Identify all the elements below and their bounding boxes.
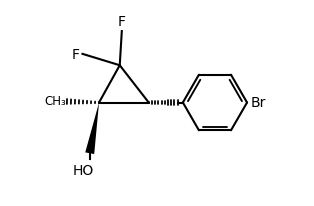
Text: CH₃: CH₃ xyxy=(44,95,66,107)
Text: F: F xyxy=(118,15,126,29)
Polygon shape xyxy=(85,103,99,154)
Text: Br: Br xyxy=(250,96,266,110)
Text: HO: HO xyxy=(72,163,93,177)
Text: F: F xyxy=(71,48,79,62)
